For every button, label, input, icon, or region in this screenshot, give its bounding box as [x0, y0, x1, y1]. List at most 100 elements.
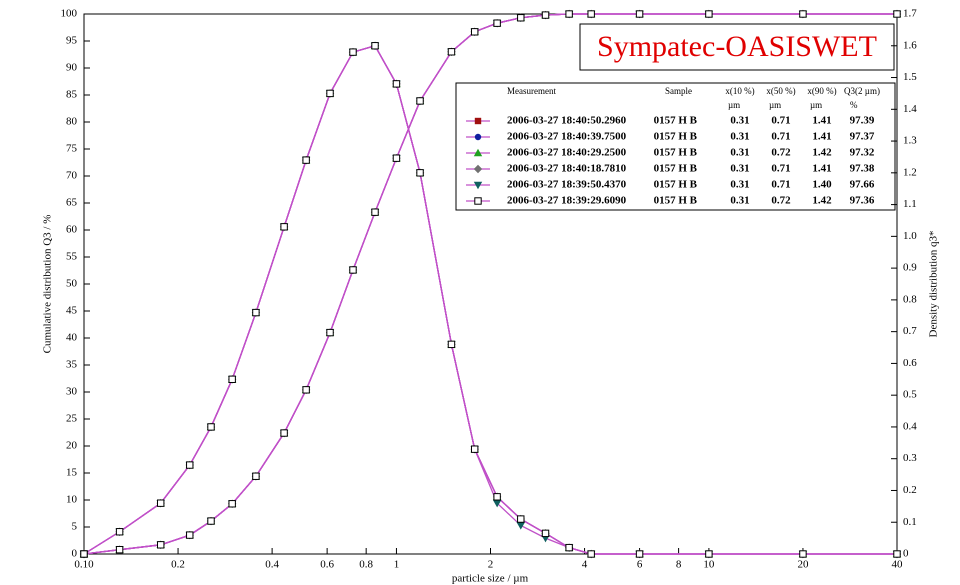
marker [493, 19, 501, 27]
marker [516, 522, 525, 530]
marker [587, 10, 595, 18]
y-tick-label: 70 [66, 170, 78, 182]
marker [157, 541, 165, 549]
legend-value: 0.31 [730, 115, 749, 127]
marker [565, 10, 573, 18]
marker [392, 80, 401, 88]
x-tick-label: 8 [676, 559, 682, 571]
x-tick-label: 4 [582, 559, 588, 571]
y2-tick-label: 0.8 [903, 293, 917, 305]
marker [326, 89, 334, 98]
y2-tick-label: 1.2 [903, 166, 917, 178]
x-tick-label: 2 [488, 559, 494, 571]
marker [705, 550, 713, 558]
y2-tick-label: 1.6 [903, 39, 917, 51]
legend-value: 97.38 [850, 163, 875, 175]
legend-marker [473, 148, 483, 157]
y-tick-label: 35 [66, 359, 78, 371]
y-tick-label: 75 [66, 143, 78, 155]
legend-value: 1.41 [812, 163, 831, 175]
y2-tick-label: 0.9 [903, 262, 917, 274]
x-tick-label: 0.8 [359, 559, 373, 571]
marker [893, 10, 901, 18]
marker [326, 328, 334, 337]
legend-name: 2006-03-27 18:39:50.4370 [507, 179, 627, 191]
y2-tick-label: 0 [903, 548, 909, 560]
legend-value: 0.31 [730, 147, 749, 159]
legend-header: Measurement [507, 86, 556, 96]
legend-name: 2006-03-27 18:40:39.7500 [507, 131, 627, 143]
legend-sample: 0157 H B [654, 115, 698, 127]
marker [541, 529, 550, 538]
legend-value: 1.40 [812, 179, 832, 191]
legend-header: Q3(2 µm) [844, 86, 880, 96]
y-tick-label: 30 [66, 386, 78, 398]
marker [416, 169, 424, 177]
legend-name: 2006-03-27 18:40:29.2500 [507, 147, 627, 159]
legend-value: 0.31 [730, 163, 749, 175]
legend-unit: µm [810, 100, 822, 110]
y2-tick-label: 1.5 [903, 71, 917, 83]
legend-name: 2006-03-27 18:40:18.7810 [507, 163, 627, 175]
marker [492, 499, 502, 508]
legend-sample: 0157 H B [654, 179, 698, 191]
y-tick-label: 45 [66, 305, 78, 317]
legend-sample: 0157 H B [654, 163, 698, 175]
marker [371, 208, 379, 216]
y2-tick-label: 0.2 [903, 484, 917, 496]
y-tick-label: 60 [66, 224, 78, 236]
marker [517, 14, 525, 22]
marker [186, 531, 194, 539]
legend-value: 1.42 [812, 147, 832, 159]
legend-value: 0.71 [771, 179, 790, 191]
legend-unit: µm [728, 100, 740, 110]
legend-value: 0.31 [730, 131, 749, 143]
legend-name: 2006-03-27 18:39:29.6090 [507, 195, 627, 207]
x-tick-label: 0.4 [265, 559, 279, 571]
marker [392, 154, 401, 162]
marker [207, 517, 215, 525]
marker [799, 550, 807, 558]
marker [447, 340, 456, 349]
marker [280, 429, 288, 437]
legend-value: 97.32 [850, 147, 875, 159]
x-tick-label: 20 [797, 559, 809, 571]
marker [252, 308, 260, 317]
legend-unit: µm [769, 100, 781, 110]
marker [280, 223, 288, 231]
y2-tick-label: 1.1 [903, 198, 917, 210]
y-axis-label: Cumulative distribution Q3 / % [42, 215, 54, 354]
marker [565, 543, 573, 552]
y2-tick-label: 0.1 [903, 516, 917, 528]
marker [470, 28, 479, 36]
legend-sample: 0157 H B [654, 131, 698, 143]
x-tick-label: 10 [703, 559, 715, 571]
marker [705, 10, 713, 18]
y-tick-label: 100 [61, 8, 78, 20]
legend-value: 1.41 [812, 115, 831, 127]
legend-value: 1.42 [812, 195, 832, 207]
marker [517, 515, 525, 523]
legend-value: 0.31 [730, 179, 749, 191]
marker [799, 10, 807, 18]
legend-value: 0.71 [771, 163, 790, 175]
marker [228, 375, 236, 383]
y2-tick-label: 1.4 [903, 103, 917, 115]
marker [893, 550, 901, 558]
legend-box [455, 82, 896, 211]
legend-marker [474, 133, 482, 141]
legend-unit: % [850, 100, 858, 110]
y-tick-label: 80 [66, 116, 78, 128]
legend-value: 0.71 [771, 131, 790, 143]
y2-tick-label: 1.7 [903, 8, 917, 20]
legend-value: 97.36 [850, 195, 875, 207]
marker [493, 493, 501, 501]
legend-name: 2006-03-27 18:40:50.2960 [507, 115, 627, 127]
marker [302, 386, 310, 394]
marker [228, 500, 236, 508]
legend-header: x(50 %) [766, 86, 795, 96]
marker [587, 550, 595, 558]
y-tick-label: 85 [66, 89, 78, 101]
y-tick-label: 90 [66, 62, 78, 74]
